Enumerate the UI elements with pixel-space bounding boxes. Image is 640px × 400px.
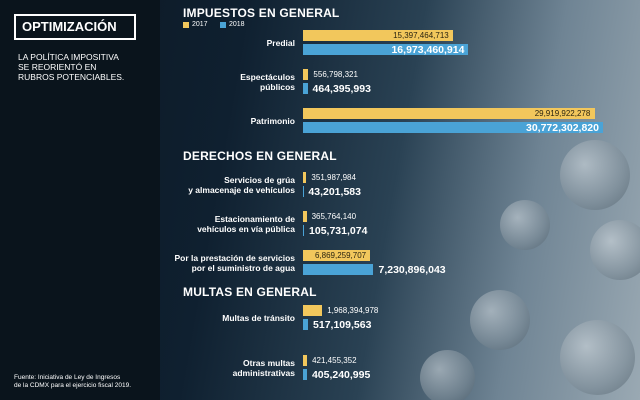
bar bbox=[303, 211, 307, 222]
value-label: 421,455,352 bbox=[312, 356, 357, 365]
bar bbox=[303, 69, 309, 80]
coin-decoration bbox=[420, 350, 475, 400]
title-box bbox=[14, 14, 136, 40]
bar bbox=[303, 369, 307, 380]
bar bbox=[303, 30, 454, 41]
category-label: Otras multas administrativas bbox=[232, 358, 295, 378]
coin-decoration bbox=[590, 220, 640, 280]
legend-label: 2018 bbox=[229, 21, 245, 28]
coin-decoration bbox=[560, 320, 635, 395]
category-label: Estacionamiento de vehículos en vía públ… bbox=[197, 214, 295, 234]
sidebar: OPTIMIZACIÓN LA POLÍTICA IMPOSITIVA SE R… bbox=[0, 0, 160, 400]
chart-title: IMPUESTOS EN GENERAL bbox=[183, 6, 340, 20]
category-label: Por la prestación de servicios por el su… bbox=[174, 253, 295, 273]
chart-title: MULTAS EN GENERAL bbox=[183, 285, 317, 299]
source: Fuente: Iniciativa de Ley de Ingresos de… bbox=[14, 374, 132, 389]
value-label: 7,230,896,043 bbox=[378, 263, 446, 276]
value-label: 29,919,922,278 bbox=[534, 109, 591, 118]
bar bbox=[303, 108, 595, 119]
sidebar-text: LA POLÍTICA IMPOSITIVA SE REORIENTÓ EN R… bbox=[18, 52, 125, 82]
category-label: Patrimonio bbox=[250, 116, 295, 126]
value-label: 405,240,995 bbox=[311, 368, 371, 381]
chart-title: DERECHOS EN GENERAL bbox=[183, 149, 337, 163]
value-label: 1,968,394,978 bbox=[327, 306, 379, 315]
value-label: 556,798,321 bbox=[313, 70, 358, 79]
bar bbox=[303, 250, 370, 261]
legend-swatch bbox=[220, 22, 226, 28]
bar bbox=[303, 319, 309, 330]
value-label: 6,869,259,707 bbox=[314, 251, 367, 260]
bar bbox=[303, 44, 469, 55]
value-label: 351,987,984 bbox=[311, 173, 356, 182]
category-label: Multas de tránsito bbox=[222, 313, 295, 323]
bar bbox=[303, 264, 374, 275]
bar bbox=[303, 122, 603, 133]
coin-decoration bbox=[500, 200, 550, 250]
category-label: Espectáculos públicos bbox=[240, 72, 295, 92]
coin-decoration bbox=[470, 290, 530, 350]
category-label: Predial bbox=[266, 38, 295, 48]
bar bbox=[303, 305, 323, 316]
value-label: 105,731,074 bbox=[309, 224, 368, 237]
value-label: 15,397,464,713 bbox=[393, 31, 449, 40]
bar bbox=[303, 172, 307, 183]
sidebar-title: OPTIMIZACIÓN bbox=[22, 19, 117, 34]
value-label: 365,764,140 bbox=[311, 212, 357, 221]
legend-label: 2017 bbox=[192, 21, 208, 28]
value-label: 464,395,993 bbox=[312, 82, 371, 95]
value-label: 517,109,563 bbox=[313, 318, 372, 331]
bar bbox=[303, 225, 305, 236]
value-label: 43,201,583 bbox=[308, 185, 361, 198]
value-label: 16,973,460,914 bbox=[391, 43, 465, 56]
bar bbox=[303, 83, 308, 94]
bar bbox=[303, 355, 308, 366]
coin-decoration bbox=[560, 140, 630, 210]
value-label: 30,772,302,820 bbox=[526, 121, 599, 134]
category-label: Servicios de grúa y almacenaje de vehícu… bbox=[188, 175, 295, 195]
legend-swatch bbox=[183, 22, 189, 28]
